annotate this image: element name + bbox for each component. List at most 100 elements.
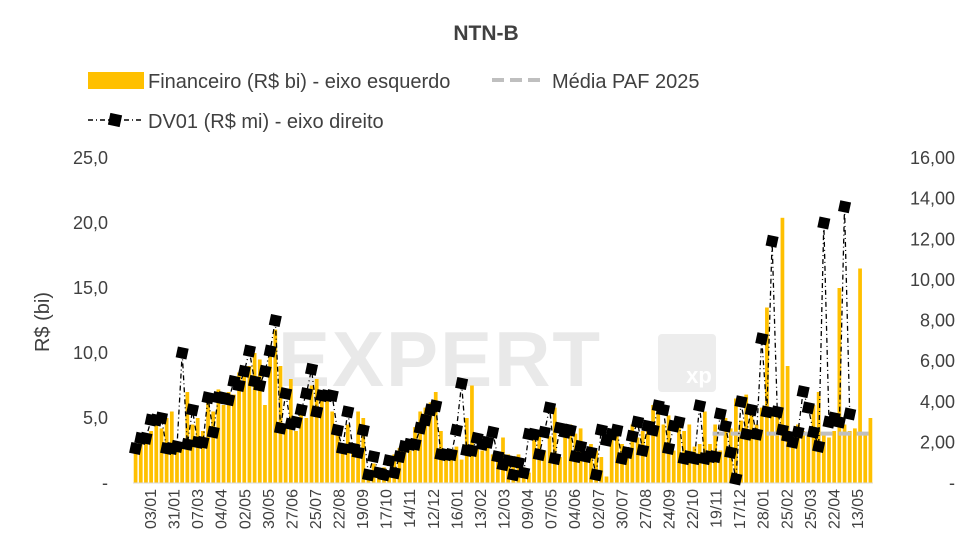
bar [320,392,324,483]
dv01-point [418,413,432,427]
dv01-point [232,378,246,393]
bar [283,424,288,483]
bar [677,424,681,483]
bar [651,405,655,483]
bar [516,454,521,483]
dv01-point [724,446,738,460]
dv01-point [739,427,753,441]
bar [661,424,666,483]
y2-tick-label: 14,00 [910,189,955,209]
bar [796,424,800,483]
dv01-point [263,344,277,358]
dv01-point [729,472,743,486]
dv01-point [506,468,520,482]
chart-title: NTN-B [453,22,518,45]
x-tick-label: 02/05 [237,489,254,529]
dv01-point [501,454,515,468]
dv01-point [610,423,624,437]
x-tick-label: 30/05 [261,489,278,529]
dv01-point [817,216,831,230]
dv01-point [646,423,660,437]
bar [247,366,252,483]
dv01-point [517,466,531,480]
bar [268,346,272,483]
bar [195,418,200,483]
dv01-point [129,441,143,455]
x-tick-label: 13/05 [850,489,867,529]
bar [527,472,531,483]
y2-tick-label: 2,00 [920,432,955,452]
dv01-point [796,385,810,399]
bar [646,428,650,483]
dv01-point [392,450,407,464]
dv01-point [237,364,251,378]
x-tick-label: 28/01 [756,489,773,529]
x-tick-label: 16/01 [449,489,466,529]
bar [775,411,780,483]
bar [180,444,185,483]
bar [790,433,795,483]
dv01-point [294,403,308,417]
x-tick-label: 19/11 [709,489,726,528]
bar [832,431,837,483]
bar [325,398,329,483]
y-axis-title: R$ (bi) [32,292,54,352]
dv01-point [620,446,634,460]
bar [226,392,231,483]
bar [589,444,593,483]
bar [418,411,423,483]
bar [495,457,500,483]
dv01-point [713,407,727,421]
bar [692,446,697,483]
dv01-point [744,403,758,417]
bar [780,217,785,484]
x-tick-label: 25/02 [779,489,796,529]
bar [759,407,764,483]
dv01-point [801,401,815,415]
bar [211,411,216,483]
bar [718,450,723,483]
bar [449,457,454,483]
bar [200,431,205,483]
dv01-point [305,362,319,376]
y2-tick-label: 12,00 [910,229,955,249]
bar [506,454,511,483]
bar [552,407,557,483]
bar [304,418,309,483]
y-tick-label: 5,0 [83,408,108,428]
y-tick-label: 20,0 [73,213,108,233]
bar [801,431,806,483]
dv01-point [336,441,350,455]
bar [216,389,221,483]
legend: Financeiro (R$ bi) - eixo esquerdo Média… [88,71,700,133]
x-tick-label: 12/12 [426,489,443,529]
dv01-point [279,387,293,401]
dv01-point [387,466,401,480]
bar [175,450,179,483]
x-tick-label: 03/01 [143,489,160,529]
bar [853,428,857,483]
dv01-point [765,234,779,248]
dv01-point [486,425,500,439]
x-tick-label: 12/03 [497,489,514,529]
bar [558,457,562,483]
bar [708,444,712,483]
x-tick-label: 04/04 [214,489,231,529]
bar [599,457,604,483]
bar [138,437,143,483]
bar [190,424,195,483]
bar [144,441,148,483]
dv01-point [465,443,479,458]
bar [702,411,707,483]
x-tick-label: 02/07 [591,489,608,529]
x-tick-label: 07/05 [544,489,561,529]
bar [563,431,567,483]
x-tick-label: 17/12 [732,489,749,529]
dv01-point [180,437,194,451]
bar [470,385,474,483]
x-tick-label: 25/03 [803,489,820,529]
dv01-point [330,423,344,437]
dv01-point [584,446,598,460]
dv01-point [377,468,391,482]
